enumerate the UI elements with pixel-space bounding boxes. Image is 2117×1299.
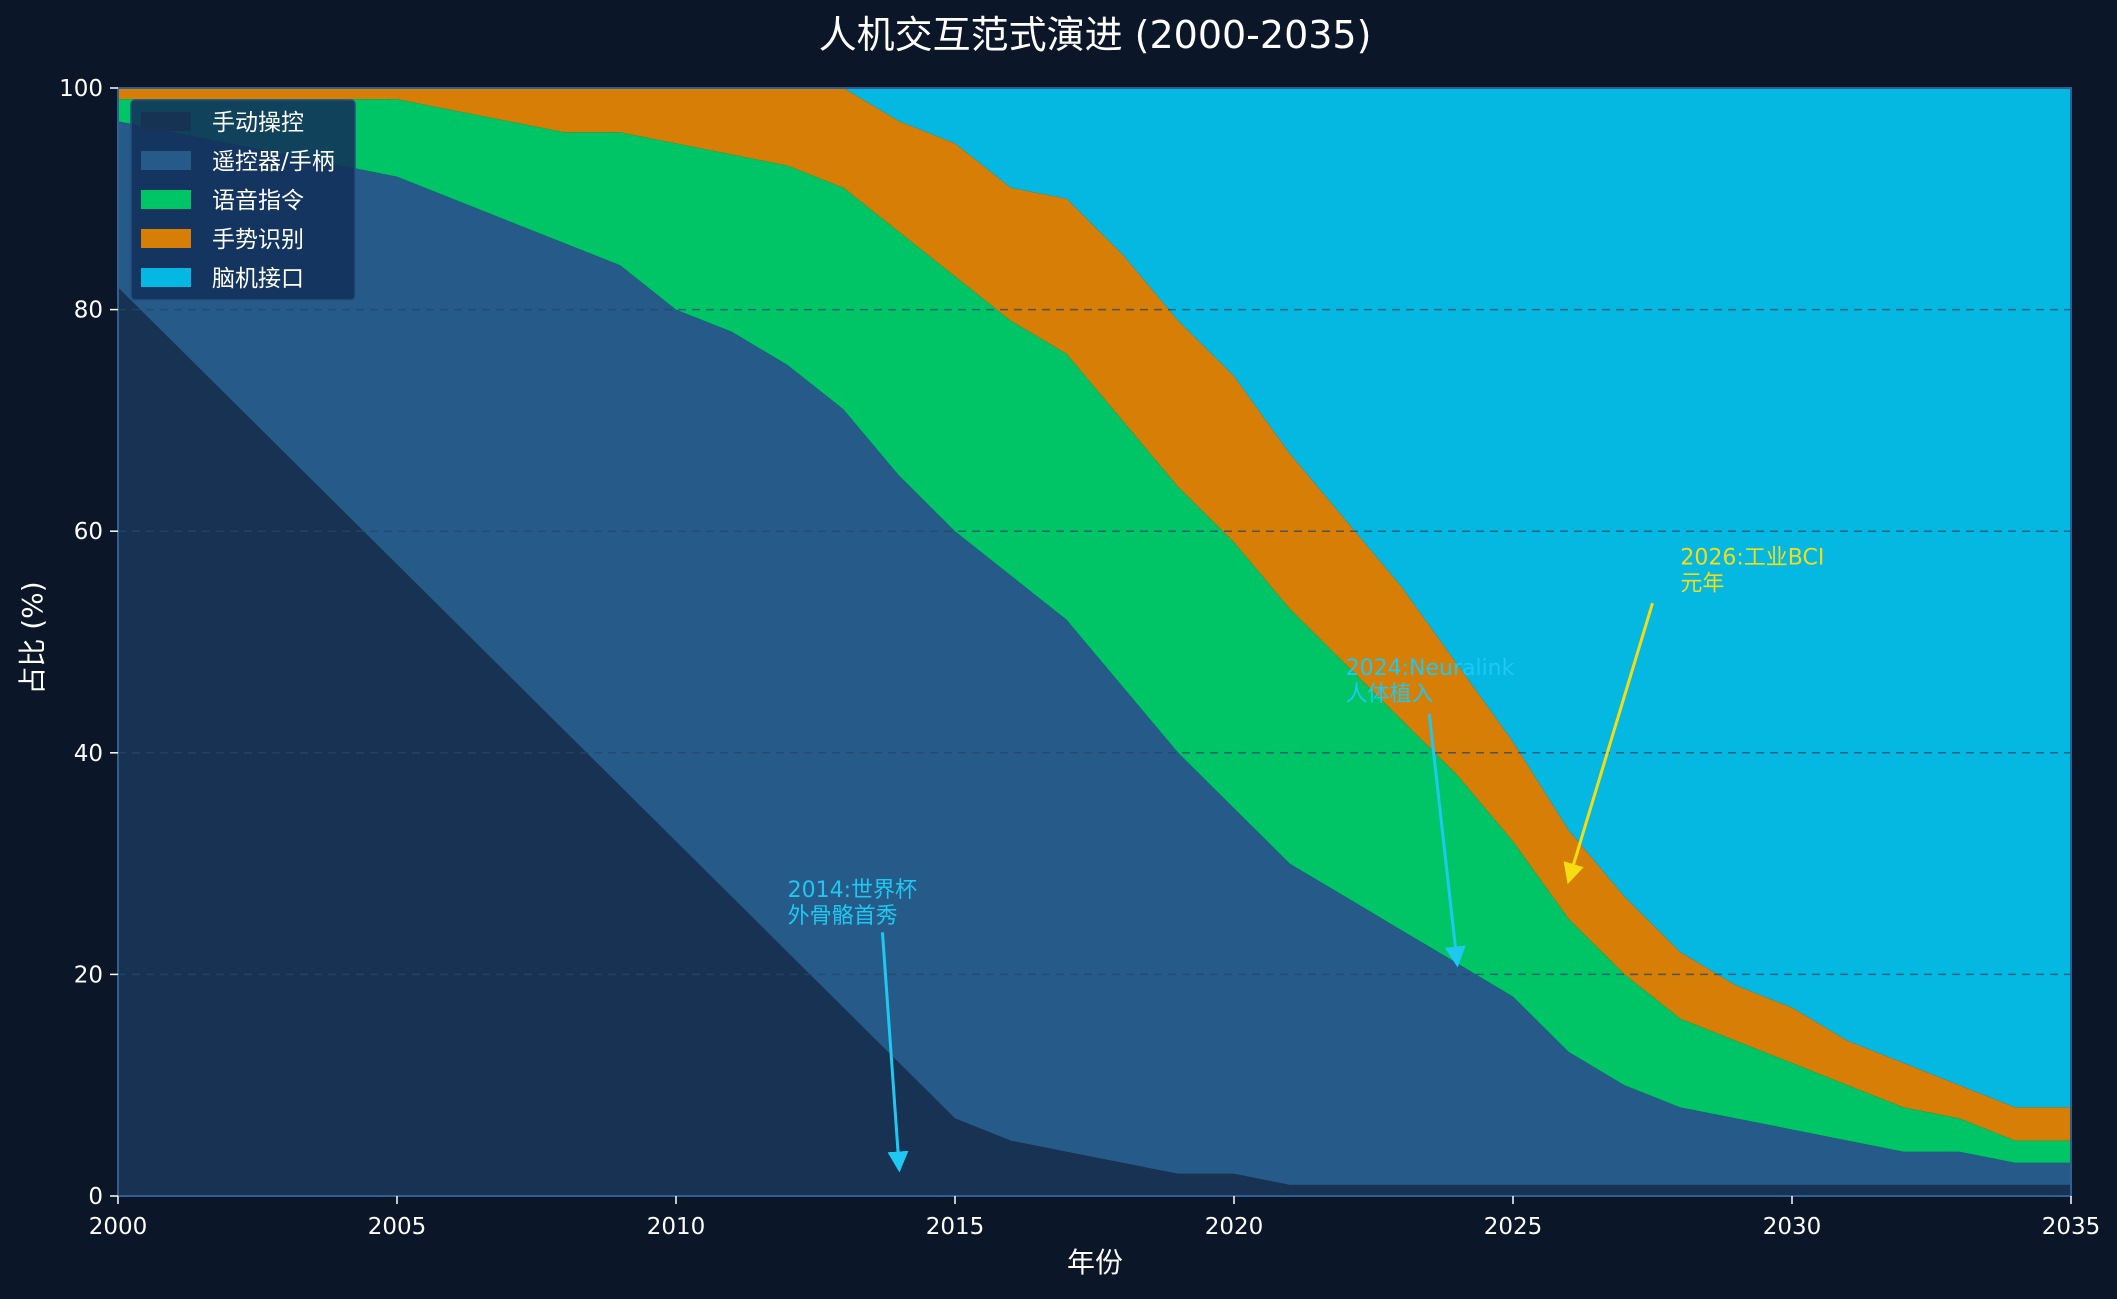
- y-tick-label-4: 80: [74, 298, 103, 324]
- x-tick-label-6: 2030: [1763, 1214, 1822, 1240]
- stacked-areas: [118, 88, 2071, 1196]
- legend-label-5: 脑机接口: [212, 266, 304, 292]
- chart-title: 人机交互范式演进 (2000-2035): [819, 13, 1372, 57]
- y-tick-label-1: 20: [74, 962, 103, 988]
- grid-lines: [118, 308, 2071, 976]
- x-tick-label-1: 2005: [368, 1214, 427, 1240]
- legend-label-4: 手势识别: [212, 227, 304, 253]
- annotation-text-3-line-2: 元年: [1680, 571, 1724, 596]
- annotation-text-2-line-1: 2024:Neuralink: [1346, 656, 1515, 681]
- area-series-3: [118, 99, 2071, 1163]
- legend-swatch-5: [141, 268, 191, 287]
- annotation-arrow-2: [1427, 713, 1466, 968]
- y-axis-label: 占比 (%): [16, 581, 49, 694]
- x-tick-label-7: 2035: [2042, 1214, 2101, 1240]
- legend-box: [130, 99, 356, 301]
- legend-swatch-4: [141, 229, 191, 248]
- annotation-text-2-line-2: 人体植入: [1346, 682, 1434, 707]
- y-tick-label-5: 100: [59, 76, 103, 102]
- area-series-5: [118, 88, 2071, 1108]
- annotation-arrow-1: [880, 932, 909, 1173]
- legend-label-3: 语音指令: [212, 188, 304, 214]
- legend-label-1: 手动操控: [212, 110, 304, 136]
- x-tick-label-0: 2000: [89, 1214, 148, 1240]
- x-tick-label-2: 2010: [647, 1214, 706, 1240]
- x-tick-label-5: 2025: [1484, 1214, 1543, 1240]
- y-axis-ticks: 0 20 40 60 80 100: [59, 76, 118, 1210]
- annotation-text-1-line-1: 2014:世界杯: [788, 878, 917, 903]
- annotation-arrow-3: [1563, 602, 1654, 885]
- x-axis-label: 年份: [1067, 1246, 1123, 1279]
- x-tick-label-4: 2020: [1205, 1214, 1264, 1240]
- legend-swatch-1: [141, 112, 191, 131]
- y-tick-label-3: 60: [74, 519, 103, 545]
- legend-swatch-3: [141, 190, 191, 209]
- area-series-1: [118, 287, 2071, 1196]
- x-axis-ticks: 2000 2005 2010 2015 2020 2025 2030 2035: [89, 1196, 2101, 1240]
- legend-swatch-2: [141, 151, 191, 170]
- legend-label-2: 遥控器/手柄: [212, 149, 335, 175]
- annotation-text-1-line-2: 外骨骼首秀: [788, 904, 898, 929]
- y-tick-label-0: 0: [88, 1184, 103, 1210]
- annotation-text-3-line-1: 2026:工业BCI: [1680, 545, 1824, 570]
- plot-frame: [117, 87, 2072, 1197]
- area-series-2: [118, 121, 2071, 1185]
- y-tick-label-2: 40: [74, 741, 103, 767]
- x-tick-label-3: 2015: [926, 1214, 985, 1240]
